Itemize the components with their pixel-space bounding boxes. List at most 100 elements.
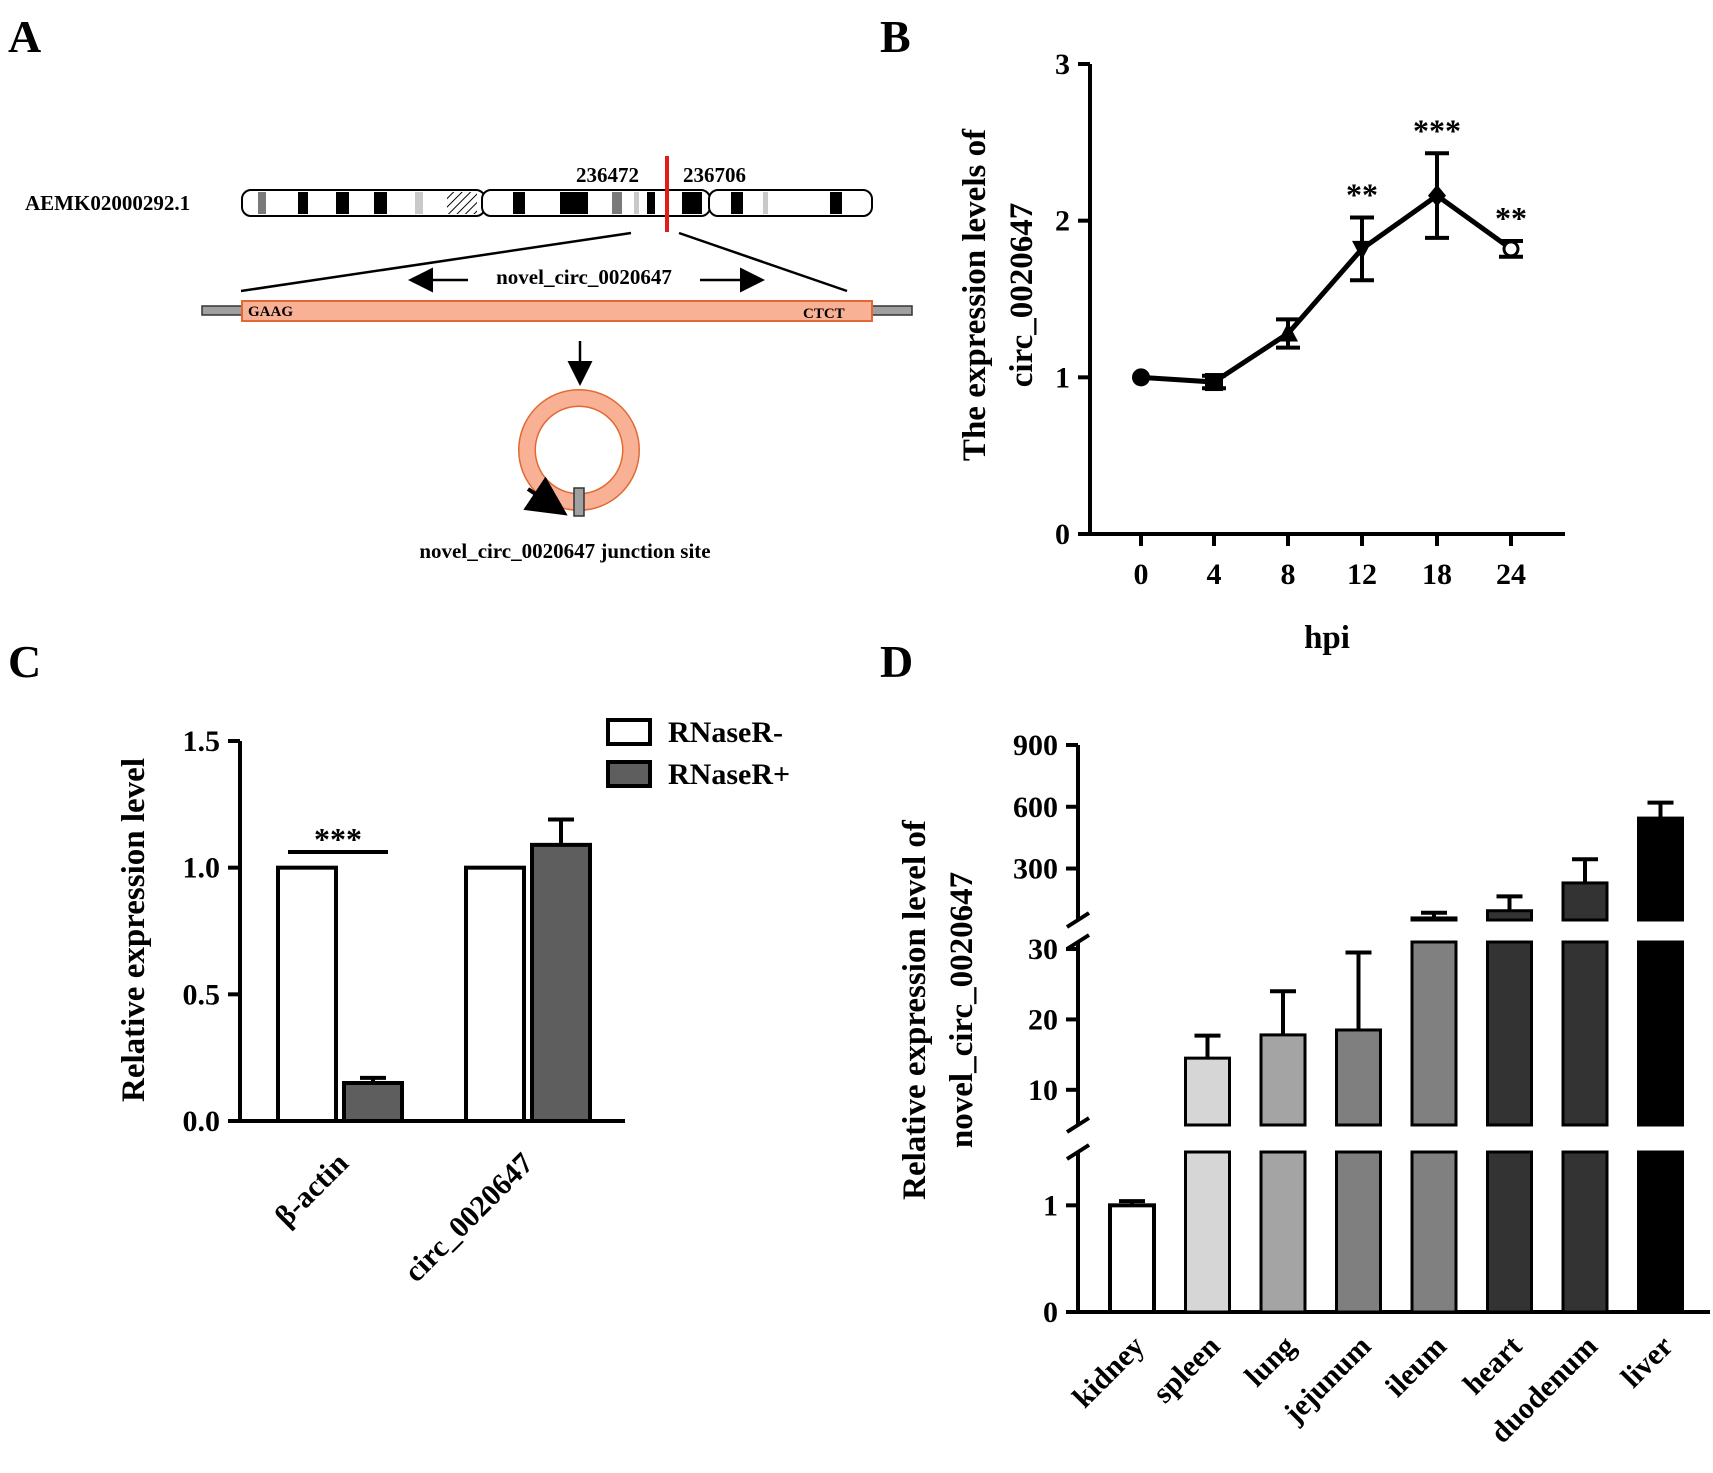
y-tick-label-d: 30 xyxy=(1028,933,1058,966)
x-tick-label-b: 0 xyxy=(1134,558,1149,591)
x-tick-label-b: 12 xyxy=(1347,558,1377,591)
y-tick-label-b: 1 xyxy=(1055,361,1070,394)
bar-d xyxy=(1335,1028,1382,1127)
significance-b: *** xyxy=(1413,112,1461,148)
y-tick-label-d: 1 xyxy=(1043,1189,1058,1222)
panel-d: D 0 1 10 20 30 300 600 900 Relative expression l… xyxy=(880,636,1710,1450)
y-tick-label-d: 10 xyxy=(1028,1074,1058,1107)
axis-break-mark-d xyxy=(1065,1116,1091,1134)
y-axis-title-d-line2: novel_circ_0020647 xyxy=(944,872,980,1148)
y-tick-label-c: 0.0 xyxy=(183,1105,221,1138)
bar-d xyxy=(1637,1150,1684,1314)
axis-break-mark-d xyxy=(1065,933,1091,951)
bar-d xyxy=(1637,816,1684,922)
bar-d xyxy=(1335,1150,1382,1314)
bar-d xyxy=(1637,940,1684,1127)
bar-d xyxy=(1410,940,1458,1127)
y-tick-label-d: 20 xyxy=(1028,1003,1058,1036)
circ-name-label: novel_circ_0020647 xyxy=(496,265,672,289)
chromosome-ideogram xyxy=(241,156,873,232)
chart-c: 0.0 0.5 1.0 1.5 Relative expression level ***… xyxy=(116,716,790,1289)
y-tick-label-d: 600 xyxy=(1013,791,1058,824)
category-label-d: heart xyxy=(1457,1330,1529,1402)
category-label-d: lung xyxy=(1239,1330,1302,1393)
bar-d xyxy=(1486,909,1533,922)
bar-c xyxy=(276,865,338,1124)
x-tick-label-b: 24 xyxy=(1496,558,1526,591)
y-tick-label-d: 300 xyxy=(1013,853,1058,886)
x-tick-label-b: 4 xyxy=(1207,558,1222,591)
junction-marker xyxy=(573,487,585,517)
category-label-d: liver xyxy=(1615,1330,1680,1395)
y-tick-label-c: 1.5 xyxy=(183,725,221,758)
bar-d xyxy=(1486,1150,1533,1314)
legend-swatch-c xyxy=(606,718,652,746)
legend-label-c: RNaseR- xyxy=(668,716,783,749)
significance-b: ** xyxy=(1346,177,1378,213)
flank-left xyxy=(201,305,243,316)
zoom-line-right xyxy=(678,231,848,293)
axis-break-mark-d xyxy=(1065,1143,1091,1161)
bar-d xyxy=(1184,1056,1231,1127)
circ-ring xyxy=(519,390,639,510)
data-point-b xyxy=(1502,240,1520,258)
bar-d xyxy=(1561,940,1609,1127)
y-axis-title-c: Relative expression level xyxy=(116,758,152,1102)
bar-d xyxy=(1410,1150,1458,1314)
category-label-c: circ_0020647 xyxy=(398,1147,540,1289)
legend-swatch-c xyxy=(606,760,652,788)
significance-b: ** xyxy=(1495,200,1527,236)
y-tick-label-b: 2 xyxy=(1055,205,1070,238)
left-seq-label: GAAG xyxy=(248,304,293,320)
y-tick-label-b: 3 xyxy=(1055,48,1070,81)
bar-d xyxy=(1108,1203,1156,1315)
data-point-b xyxy=(1352,240,1372,260)
bar-d xyxy=(1486,940,1533,1127)
y-tick-label-d: 900 xyxy=(1013,729,1058,762)
junction-arrow xyxy=(523,476,568,516)
y-axis-title-b: The expression levels of xyxy=(957,128,993,461)
panel-letter-c: C xyxy=(8,636,41,687)
y-tick-label-c: 0.5 xyxy=(183,978,221,1011)
bar-d xyxy=(1561,881,1609,922)
category-label-d: kidney xyxy=(1066,1330,1151,1415)
legend-label-c: RNaseR+ xyxy=(668,758,790,791)
data-point-b xyxy=(1132,368,1150,387)
series-line-b xyxy=(1140,192,1513,385)
panel-c: C 0.0 0.5 1.0 1.5 Relative expression level *… xyxy=(8,636,790,1289)
right-seq-label: CTCT xyxy=(803,306,845,322)
data-point-b xyxy=(1205,373,1223,392)
junction-label: novel_circ_0020647 junction site xyxy=(419,539,710,563)
y-tick-label-b: 0 xyxy=(1055,518,1070,551)
panel-letter-b: B xyxy=(880,11,911,62)
significance-c: *** xyxy=(314,821,362,857)
panel-letter-a: A xyxy=(8,11,41,62)
flank-right xyxy=(871,305,913,316)
category-label-d: spleen xyxy=(1147,1329,1227,1409)
chart-d: 0 1 10 20 30 300 600 900 Relative expression lev… xyxy=(897,729,1710,1450)
y-tick-label-d: 0 xyxy=(1043,1296,1058,1329)
y-axis-title-d: Relative expression level of xyxy=(897,819,933,1200)
data-point-b xyxy=(1428,184,1446,207)
x-tick-label-b: 18 xyxy=(1422,558,1452,591)
axis-break-mark-d xyxy=(1065,911,1091,929)
panel-a: A AEMK02000292.1 236472 236706 xyxy=(8,11,913,563)
category-label-d: ileum xyxy=(1379,1330,1453,1404)
y-tick-label-c: 1.0 xyxy=(183,852,221,885)
end-position-label: 236706 xyxy=(683,163,746,187)
x-tick-label-b: 8 xyxy=(1281,558,1296,591)
exon-bar xyxy=(241,300,873,322)
bar-c xyxy=(464,865,526,1124)
y-axis-title-b-line2: circ_0020647 xyxy=(1004,203,1040,388)
panel-letter-d: D xyxy=(880,636,913,687)
bar-d xyxy=(1259,1033,1307,1127)
bar-d xyxy=(1259,1150,1307,1314)
start-position-label: 236472 xyxy=(576,163,639,187)
bar-d xyxy=(1184,1150,1231,1314)
bar-c xyxy=(530,842,592,1123)
accession-label: AEMK02000292.1 xyxy=(25,191,190,215)
category-label-c: β-actin xyxy=(269,1146,356,1233)
